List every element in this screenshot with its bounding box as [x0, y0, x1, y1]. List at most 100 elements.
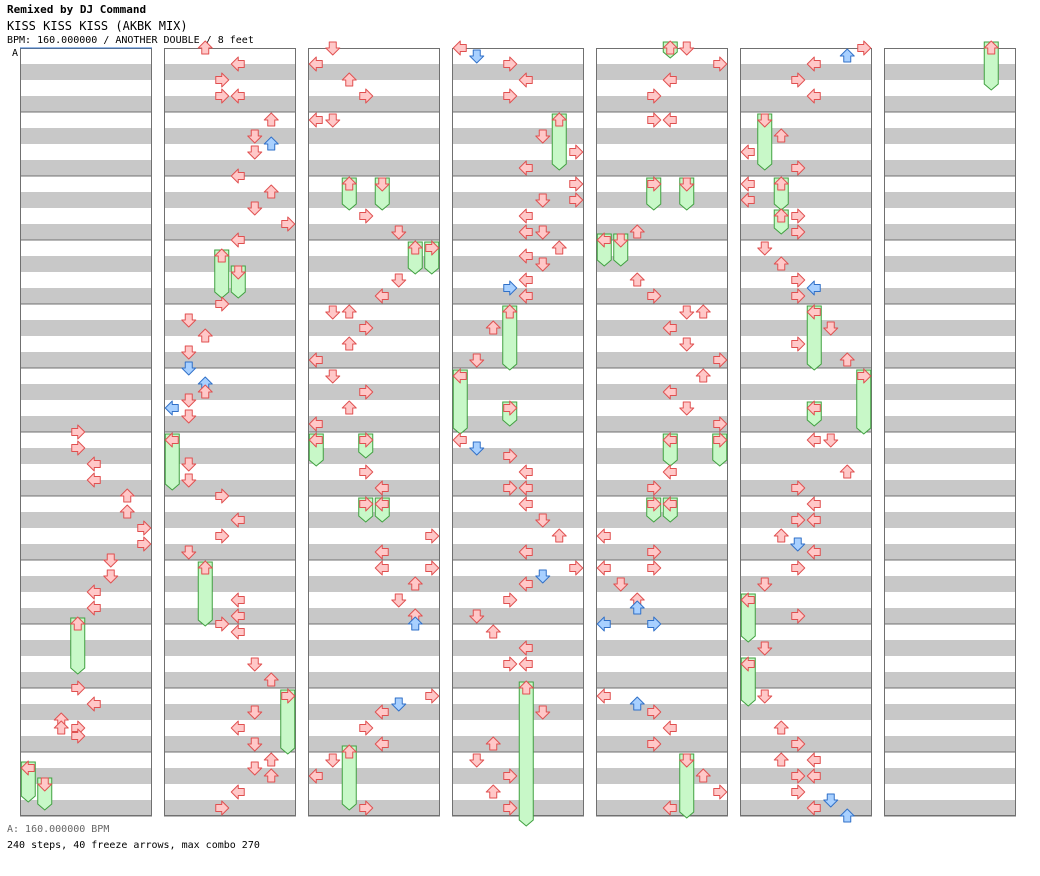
remixer-credit: Remixed by DJ Command [7, 3, 147, 16]
freeze-arrow [197, 560, 213, 627]
freeze-body [518, 681, 534, 827]
right-arrow-icon [791, 336, 806, 352]
left-arrow-icon [86, 600, 101, 616]
down-arrow-icon [535, 569, 551, 584]
freeze-arrow [773, 176, 789, 211]
down-arrow-icon [469, 753, 485, 768]
down-arrow-icon [535, 705, 551, 720]
right-arrow-icon [647, 88, 662, 104]
freeze-arrow [20, 760, 36, 803]
up-arrow-icon [695, 368, 711, 383]
chart-column [452, 48, 584, 817]
down-arrow-icon [469, 441, 485, 456]
freeze-arrow [551, 112, 567, 171]
freeze-arrow [518, 680, 534, 827]
left-arrow-icon [518, 288, 533, 304]
freeze-body [856, 369, 872, 435]
up-arrow-icon [695, 768, 711, 783]
right-arrow-icon [215, 528, 230, 544]
right-arrow-icon [215, 488, 230, 504]
left-arrow-icon [230, 624, 245, 640]
freeze-body [502, 305, 518, 371]
up-arrow-icon [502, 304, 518, 319]
down-arrow-icon [181, 457, 197, 472]
left-arrow-icon [452, 368, 467, 384]
down-arrow-icon [535, 129, 551, 144]
down-arrow-icon [325, 305, 341, 320]
right-arrow-icon [503, 88, 518, 104]
left-arrow-icon [806, 432, 821, 448]
song-title: KISS KISS KISS (AKBK MIX) [7, 19, 188, 33]
left-arrow-icon [374, 496, 389, 512]
down-arrow-icon [230, 265, 246, 280]
right-arrow-icon [71, 440, 86, 456]
freeze-arrow [374, 496, 390, 523]
right-arrow-icon [503, 448, 518, 464]
right-arrow-icon [503, 56, 518, 72]
left-arrow-icon [806, 496, 821, 512]
down-arrow-icon [181, 545, 197, 560]
up-arrow-icon [407, 240, 423, 255]
left-arrow-icon [230, 592, 245, 608]
right-arrow-icon [791, 224, 806, 240]
freeze-arrow [407, 240, 423, 275]
freeze-body [679, 753, 695, 819]
up-arrow-icon [341, 336, 357, 351]
freeze-arrow [70, 616, 86, 675]
up-arrow-icon [263, 768, 279, 783]
left-arrow-icon [308, 768, 323, 784]
right-arrow-icon [857, 40, 872, 56]
up-arrow-icon [119, 488, 135, 503]
chart-subtitle: BPM: 160.000000 / ANOTHER DOUBLE / 8 fee… [7, 35, 254, 46]
left-arrow-icon [596, 688, 611, 704]
up-arrow-icon [773, 752, 789, 767]
right-arrow-icon [71, 424, 86, 440]
down-arrow-icon [391, 593, 407, 608]
left-arrow-icon [596, 528, 611, 544]
up-arrow-icon [197, 560, 213, 575]
left-arrow-icon [662, 464, 677, 480]
up-arrow-icon [518, 680, 534, 695]
left-arrow-icon [230, 512, 245, 528]
right-arrow-icon [647, 544, 662, 560]
right-arrow-icon [215, 72, 230, 88]
up-arrow-icon [695, 304, 711, 319]
freeze-arrow [662, 40, 678, 59]
freeze-body [806, 305, 822, 371]
chart-stats: 240 steps, 40 freeze arrows, max combo 2… [7, 840, 260, 851]
up-arrow-icon [551, 240, 567, 255]
right-arrow-icon [359, 496, 374, 512]
right-arrow-icon [791, 480, 806, 496]
freeze-arrow [806, 400, 822, 427]
left-arrow-icon [518, 496, 533, 512]
left-arrow-icon [662, 800, 677, 816]
right-arrow-icon [569, 176, 584, 192]
up-arrow-icon [263, 752, 279, 767]
left-arrow-icon [374, 736, 389, 752]
down-arrow-icon [823, 433, 839, 448]
down-arrow-icon [391, 225, 407, 240]
freeze-arrow [502, 400, 518, 427]
down-arrow-icon [679, 753, 695, 768]
freeze-body [197, 561, 213, 627]
right-arrow-icon [713, 416, 728, 432]
freeze-arrow [646, 176, 662, 211]
freeze-body [757, 113, 773, 171]
down-arrow-icon [181, 345, 197, 360]
left-arrow-icon [518, 272, 533, 288]
left-arrow-icon [230, 88, 245, 104]
right-arrow-icon [647, 736, 662, 752]
left-arrow-icon [518, 160, 533, 176]
left-arrow-icon [374, 560, 389, 576]
left-arrow-icon [230, 608, 245, 624]
left-arrow-icon [308, 416, 323, 432]
up-arrow-icon [341, 176, 357, 191]
right-arrow-icon [791, 160, 806, 176]
right-arrow-icon [503, 592, 518, 608]
down-arrow-icon [325, 113, 341, 128]
left-arrow-icon [308, 112, 323, 128]
freeze-body [164, 433, 180, 491]
freeze-arrow [502, 304, 518, 371]
down-arrow-icon [325, 369, 341, 384]
left-arrow-icon [164, 400, 179, 416]
